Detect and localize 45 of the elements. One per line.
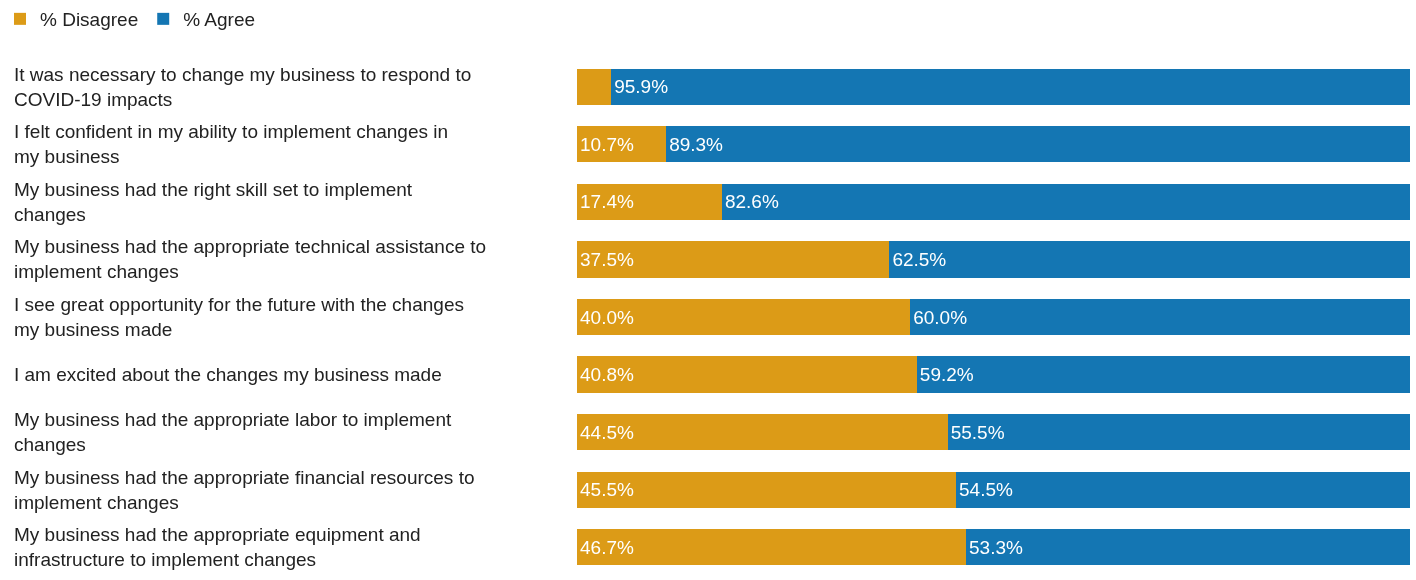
- data-label: 62.5%: [892, 248, 947, 270]
- data-label: 44.5%: [580, 421, 634, 443]
- bar: [577, 68, 612, 105]
- bar: [577, 471, 957, 508]
- bar: [666, 126, 1410, 163]
- data-label: 89.3%: [669, 133, 724, 155]
- bar: [956, 471, 1410, 508]
- y-tick-label: I felt confident in my ability to implement changes in my business: [14, 121, 449, 167]
- data-label: 17.4%: [580, 191, 634, 213]
- data-label: 59.2%: [919, 364, 974, 386]
- bar: [577, 413, 948, 451]
- data-label: 40.0%: [580, 306, 634, 328]
- bar: [721, 183, 1410, 221]
- data-label: 54.5%: [959, 479, 1013, 501]
- y-tick-label: I am excited about the changes my business made: [14, 364, 442, 385]
- legend-label: % Disagree: [40, 9, 139, 31]
- y-tick-label: My business had the appropriate labor to implement changes: [14, 409, 452, 455]
- data-label: 53.3%: [969, 536, 1023, 558]
- bar: [947, 413, 1410, 451]
- y-tick-label: My business had the appropriate technical assistance to implement changes: [14, 236, 487, 282]
- data-label: 60.0%: [913, 306, 968, 328]
- data-label: 55.5%: [950, 421, 1005, 443]
- bar: [889, 241, 1410, 278]
- data-label: 46.7%: [580, 536, 634, 558]
- y-tick-label: My business had the appropriate financial resources to implement changes: [14, 467, 475, 513]
- y-tick-label: My business had the appropriate equipment and infrastructure to implement changes: [14, 524, 421, 570]
- y-tick-label: It was necessary to change my business to respond to COVID-19 impacts: [14, 64, 472, 110]
- y-tick-label: My business had the right skill set to implement changes: [14, 179, 413, 225]
- data-label: 40.8%: [580, 364, 634, 386]
- data-label: 82.6%: [724, 191, 779, 213]
- bar: [910, 298, 1410, 336]
- bar: [577, 183, 722, 221]
- data-label: 95.9%: [614, 76, 669, 98]
- bar: [577, 356, 917, 393]
- bar: [966, 529, 1410, 566]
- legend-label: % Agree: [183, 9, 256, 31]
- data-label: 10.7%: [580, 133, 634, 155]
- bar: [577, 241, 890, 278]
- bar: [577, 529, 967, 566]
- y-tick-label: I see great opportunity for the future with the changes my business made: [14, 294, 464, 340]
- bar: [916, 356, 1410, 393]
- data-label: 37.5%: [580, 248, 634, 270]
- bar: [611, 68, 1410, 105]
- bar: [577, 298, 911, 336]
- data-label: 45.5%: [580, 479, 634, 501]
